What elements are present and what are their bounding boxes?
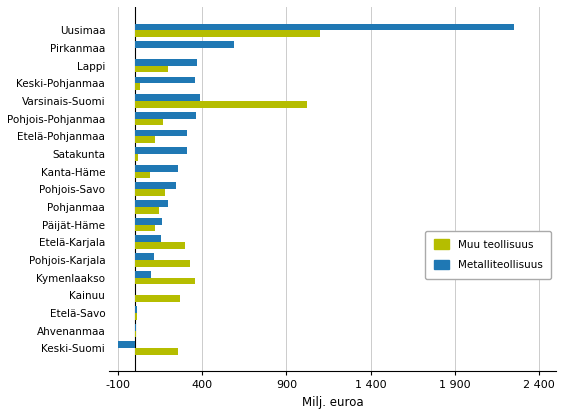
Bar: [135, 101, 307, 108]
Bar: [135, 348, 178, 355]
Bar: [135, 112, 196, 119]
Bar: [135, 66, 168, 72]
Bar: [135, 83, 140, 90]
Bar: [135, 77, 195, 83]
Bar: [135, 260, 190, 267]
Bar: [135, 129, 187, 136]
Bar: [135, 189, 165, 196]
Bar: [135, 136, 155, 143]
Bar: [135, 253, 154, 260]
Bar: [135, 24, 514, 30]
Bar: [135, 147, 187, 154]
Bar: [135, 331, 136, 337]
Bar: [135, 200, 168, 207]
Bar: [135, 242, 185, 249]
Bar: [135, 119, 163, 125]
Bar: [135, 277, 195, 284]
Bar: [135, 225, 155, 231]
Bar: [135, 207, 159, 213]
Bar: [135, 271, 151, 277]
Bar: [135, 30, 320, 37]
Bar: [135, 235, 161, 242]
Bar: [135, 94, 200, 101]
Bar: [135, 171, 150, 178]
Bar: [135, 154, 138, 161]
Bar: [118, 342, 135, 348]
Bar: [135, 41, 234, 48]
Legend: Muu teollisuus, Metalliteollisuus: Muu teollisuus, Metalliteollisuus: [426, 231, 551, 279]
Bar: [135, 313, 137, 319]
Bar: [135, 306, 137, 313]
Bar: [135, 218, 163, 225]
Bar: [135, 59, 197, 66]
Bar: [135, 324, 136, 331]
Bar: [135, 295, 180, 302]
Bar: [135, 183, 176, 189]
Bar: [135, 165, 178, 171]
X-axis label: Milj. euroa: Milj. euroa: [302, 396, 364, 409]
